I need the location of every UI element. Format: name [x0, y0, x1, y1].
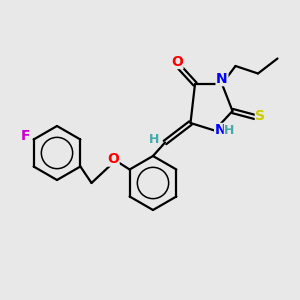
Text: O: O [171, 55, 183, 68]
Text: S: S [255, 109, 266, 122]
Text: O: O [107, 152, 119, 166]
Text: N: N [215, 124, 226, 137]
Text: H: H [224, 124, 235, 137]
Text: H: H [149, 133, 160, 146]
Text: F: F [20, 129, 30, 143]
Text: N: N [216, 72, 228, 86]
